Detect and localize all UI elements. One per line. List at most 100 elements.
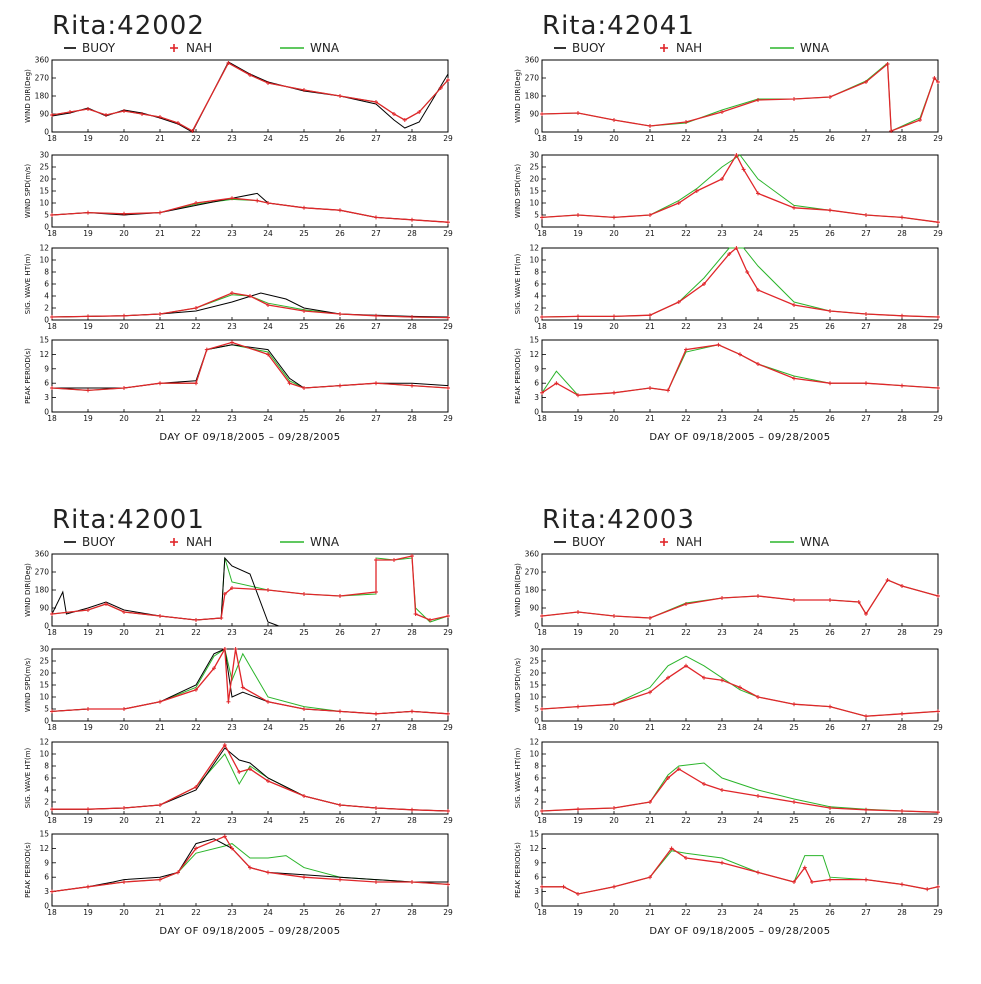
y-axis-label: PEAK PERIOD(s) xyxy=(24,348,32,404)
y-tick-label: 3 xyxy=(534,887,539,896)
y-tick-label: 15 xyxy=(39,336,49,345)
x-tick-label: 26 xyxy=(335,628,345,637)
x-tick-label: 21 xyxy=(645,414,655,423)
series-line-nah xyxy=(51,646,449,715)
y-tick-label: 20 xyxy=(39,175,49,184)
x-tick-label: 26 xyxy=(825,628,835,637)
y-tick-label: 4 xyxy=(534,786,539,795)
x-tick-label: 22 xyxy=(681,134,691,143)
x-tick-label: 18 xyxy=(47,134,57,143)
y-tick-label: 10 xyxy=(39,693,49,702)
y-tick-label: 20 xyxy=(529,669,539,678)
series-line-wna xyxy=(541,154,939,223)
x-tick-label: 26 xyxy=(335,229,345,238)
y-tick-label: 12 xyxy=(529,844,539,853)
x-tick-label: 25 xyxy=(299,628,309,637)
x-tick-label: 20 xyxy=(119,134,129,143)
x-tick-label: 21 xyxy=(155,229,165,238)
y-tick-label: 10 xyxy=(529,750,539,759)
series-line-wna xyxy=(541,61,939,132)
y-tick-label: 360 xyxy=(35,550,50,559)
x-tick-label: 18 xyxy=(47,908,57,917)
y-tick-label: 4 xyxy=(44,786,49,795)
chart-panel-42001: Rita:42001 BUOY NAH WNA 0 90 180 270 360 18 19 20 21… xyxy=(0,494,490,984)
x-tick-label: 26 xyxy=(825,414,835,423)
x-tick-label: 20 xyxy=(119,322,129,331)
x-tick-label: 29 xyxy=(443,816,453,825)
y-tick-label: 0 xyxy=(44,223,49,232)
x-tick-label: 23 xyxy=(227,723,237,732)
x-tick-label: 26 xyxy=(335,908,345,917)
x-tick-label: 27 xyxy=(371,134,381,143)
x-tick-label: 22 xyxy=(681,816,691,825)
x-tick-label: 27 xyxy=(861,229,871,238)
y-axis-label: WIND DIR(Deg) xyxy=(514,563,522,617)
y-tick-label: 2 xyxy=(534,798,539,807)
y-tick-label: 90 xyxy=(39,110,49,119)
y-tick-label: 0 xyxy=(534,902,539,911)
x-tick-label: 18 xyxy=(537,816,547,825)
chart-title: Rita:42001 xyxy=(52,505,205,535)
x-tick-label: 22 xyxy=(681,229,691,238)
legend-label-nah: NAH xyxy=(676,535,702,549)
x-tick-label: 29 xyxy=(933,322,943,331)
y-tick-label: 15 xyxy=(39,187,49,196)
x-tick-label: 24 xyxy=(263,229,273,238)
y-tick-label: 0 xyxy=(44,408,49,417)
y-tick-label: 0 xyxy=(534,622,539,631)
x-tick-label: 22 xyxy=(191,322,201,331)
x-tick-label: 23 xyxy=(227,816,237,825)
x-tick-label: 21 xyxy=(645,229,655,238)
series-line-nah xyxy=(541,344,939,396)
x-tick-label: 18 xyxy=(537,908,547,917)
y-tick-label: 15 xyxy=(529,187,539,196)
x-tick-label: 19 xyxy=(83,322,93,331)
x-tick-label: 19 xyxy=(573,723,583,732)
y-axis-label: SIG. WAVE HT(m) xyxy=(24,747,32,808)
x-axis-title: DAY OF 09/18/2005 – 09/28/2005 xyxy=(159,432,340,443)
x-tick-label: 21 xyxy=(155,816,165,825)
y-tick-label: 180 xyxy=(525,92,540,101)
x-tick-label: 26 xyxy=(825,229,835,238)
subplot-frame xyxy=(541,741,939,815)
x-tick-label: 27 xyxy=(371,322,381,331)
x-tick-label: 18 xyxy=(537,723,547,732)
x-tick-label: 20 xyxy=(609,628,619,637)
x-tick-label: 23 xyxy=(717,134,727,143)
y-tick-label: 270 xyxy=(525,568,540,577)
y-tick-label: 30 xyxy=(39,151,49,160)
x-tick-label: 29 xyxy=(933,628,943,637)
subplot-frame xyxy=(51,648,449,722)
x-tick-label: 24 xyxy=(263,816,273,825)
x-tick-label: 29 xyxy=(443,322,453,331)
x-tick-label: 29 xyxy=(933,908,943,917)
x-tick-label: 28 xyxy=(897,816,907,825)
x-tick-label: 25 xyxy=(299,414,309,423)
x-tick-label: 25 xyxy=(789,229,799,238)
series-line-buoy xyxy=(51,838,448,893)
x-tick-label: 26 xyxy=(335,134,345,143)
series-line-nah xyxy=(541,665,939,717)
x-tick-label: 20 xyxy=(609,134,619,143)
x-tick-label: 23 xyxy=(717,908,727,917)
x-tick-label: 27 xyxy=(371,723,381,732)
subplot-frame xyxy=(541,648,939,722)
x-tick-label: 26 xyxy=(825,134,835,143)
y-tick-label: 6 xyxy=(44,379,49,388)
y-tick-label: 4 xyxy=(534,292,539,301)
x-tick-label: 27 xyxy=(371,414,381,423)
x-tick-label: 23 xyxy=(227,322,237,331)
x-tick-label: 24 xyxy=(753,816,763,825)
series-line-nah xyxy=(51,197,449,223)
y-tick-label: 25 xyxy=(529,657,539,666)
series-line-buoy xyxy=(52,344,449,389)
x-tick-label: 27 xyxy=(861,322,871,331)
x-tick-label: 24 xyxy=(263,628,273,637)
y-axis-label: WIND SPD(m/s) xyxy=(514,658,522,712)
x-tick-label: 20 xyxy=(119,816,129,825)
chart-panel-42041: Rita:42041 BUOY NAH WNA 0 90 180 270 360 18 19 20 21… xyxy=(490,0,980,490)
x-tick-label: 20 xyxy=(609,322,619,331)
x-tick-label: 29 xyxy=(933,723,943,732)
x-tick-label: 21 xyxy=(645,816,655,825)
legend-label-wna: WNA xyxy=(310,535,340,549)
